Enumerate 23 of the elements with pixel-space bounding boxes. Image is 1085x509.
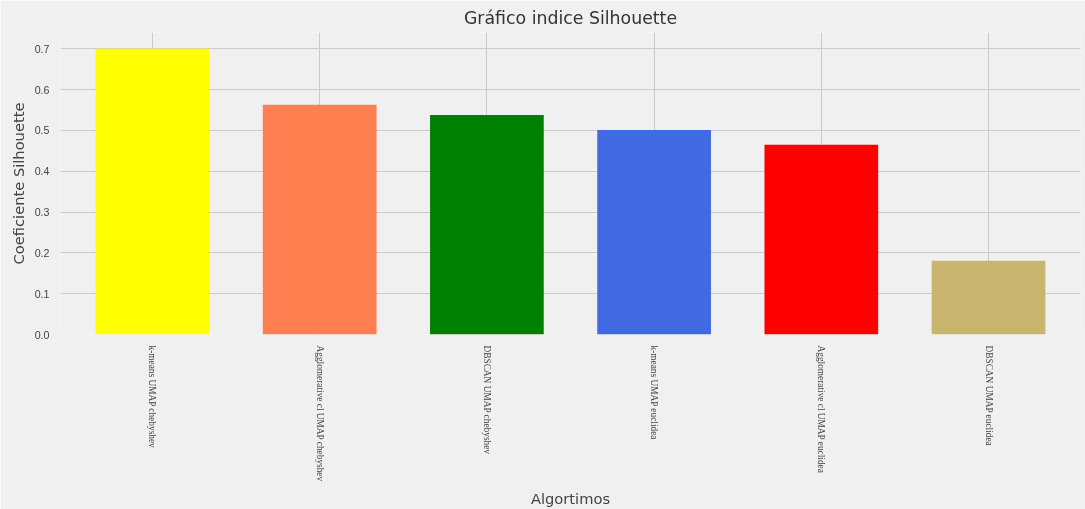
- bar: [764, 144, 879, 335]
- x-tick-label: k-means UMAP chebyshev: [147, 345, 158, 449]
- y-tick-label: 0.2: [34, 246, 50, 259]
- x-tick-label: DBSCAN UMAP chebyshev: [481, 345, 492, 455]
- x-tick-label: DBSCAN UMAP euclidea: [983, 345, 994, 447]
- bar: [262, 104, 377, 335]
- y-tick-label: 0.5: [34, 124, 50, 137]
- y-tick-label: 0.1: [34, 287, 50, 300]
- y-tick-label: 0.3: [34, 206, 50, 219]
- bar: [597, 130, 711, 335]
- y-tick-label: 0.0: [34, 328, 50, 341]
- chart-title: Gráfico indice Silhouette: [463, 7, 678, 28]
- bar: [95, 48, 210, 335]
- y-tick-label: 0.6: [34, 83, 50, 96]
- x-axis-title: Algortimos: [530, 489, 611, 507]
- x-tick-label: Agglomerative cl UMAP chebyshev: [314, 345, 325, 482]
- y-axis-title: Coeficiente Silhouette: [9, 102, 27, 265]
- bar: [430, 114, 544, 335]
- bar: [931, 260, 1046, 335]
- y-tick-label: 0.4: [34, 165, 50, 178]
- x-tick-label: Agglomerative cl UMAP euclidea: [816, 345, 827, 474]
- y-tick-label: 0.7: [34, 42, 50, 55]
- x-tick-label: k-means UMAP euclidea: [649, 345, 660, 441]
